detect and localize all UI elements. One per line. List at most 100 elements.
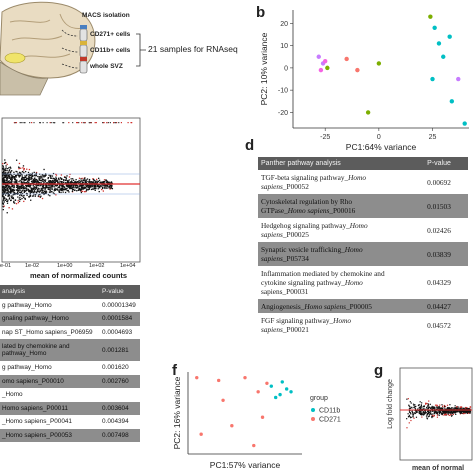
data-point (66, 185, 68, 187)
data-point (4, 159, 6, 161)
data-point (108, 185, 110, 188)
data-point (72, 182, 74, 184)
data-point (102, 122, 104, 124)
data-point (445, 408, 447, 410)
data-point (411, 413, 414, 415)
pvalue: 0.04329 (410, 266, 468, 299)
data-point (102, 190, 104, 192)
data-point (441, 413, 443, 416)
term-line: pathway_Homo (2, 350, 47, 357)
data-point (410, 419, 412, 422)
data-point (443, 410, 445, 412)
data-point (22, 187, 25, 190)
data-point (3, 187, 6, 189)
table-row: g pathway_Homo 0.001620 (0, 361, 140, 375)
data-point (439, 411, 442, 413)
data-point (41, 178, 44, 180)
data-point (109, 122, 111, 124)
data-point (54, 180, 56, 182)
data-point (68, 184, 70, 186)
data-point (443, 414, 445, 416)
data-point (106, 180, 108, 182)
data-point (13, 176, 16, 179)
data-point (433, 406, 435, 408)
data-point (75, 184, 77, 186)
data-point (69, 181, 71, 184)
data-point (451, 414, 453, 417)
data-point (13, 171, 15, 174)
data-point (417, 408, 419, 410)
data-point (66, 175, 68, 177)
data-point (195, 375, 199, 380)
term-text: sapiens (261, 325, 283, 334)
table-row: lated by chemokine and pathway_Homo 0.0012… (0, 339, 140, 361)
data-point (6, 169, 8, 172)
brain-schematic (0, 1, 146, 96)
table-row: Angiogenesis_Homo sapiens_P00005 0.04427 (258, 299, 468, 313)
data-point (446, 408, 449, 410)
data-point (4, 186, 7, 189)
data-point (8, 197, 11, 199)
pca-plot-f: PC1:57% variance PC2: 16% variance group CD… (172, 372, 341, 470)
data-point (406, 398, 408, 400)
data-point (39, 122, 41, 124)
data-point (96, 181, 99, 184)
data-point (113, 122, 115, 124)
data-point (438, 406, 441, 408)
data-point (131, 122, 133, 124)
data-point (8, 207, 10, 209)
data-point (20, 167, 22, 169)
data-point (96, 185, 98, 188)
data-point (3, 172, 5, 174)
data-point (273, 395, 278, 400)
pathway-term: FGF signaling pathway_Homo sapiens_P00021 (258, 313, 410, 337)
tube-icon (79, 41, 88, 58)
data-point (31, 122, 33, 124)
data-point (430, 413, 433, 415)
data-point (67, 189, 69, 192)
data-point (11, 188, 14, 191)
data-point (17, 201, 20, 204)
data-point (289, 390, 293, 394)
data-point (33, 190, 36, 192)
data-point (411, 411, 413, 413)
pathway-term: Inflammation mediated by chemokine and cy… (258, 266, 410, 299)
pvalue: 0.004394 (100, 415, 140, 429)
data-point (3, 197, 5, 200)
data-point (82, 187, 85, 189)
data-point (4, 182, 7, 184)
data-point (70, 185, 72, 188)
data-point (424, 412, 426, 414)
data-point (86, 184, 88, 187)
data-point (87, 185, 89, 187)
pvalue: 0.0001584 (100, 312, 140, 326)
data-point (19, 179, 21, 182)
data-point (43, 168, 45, 171)
term-text: sapiens (261, 254, 283, 263)
data-point (433, 415, 435, 417)
data-point (461, 410, 463, 412)
data-point (365, 110, 371, 115)
data-point (15, 203, 18, 205)
data-point (17, 189, 20, 191)
data-point (408, 422, 410, 424)
table-row: _Homo sapiens_P00041 0.004394 (0, 415, 140, 429)
data-point (38, 177, 40, 179)
pvalue: 0.0004693 (100, 325, 140, 339)
data-point (39, 193, 41, 195)
data-point (419, 401, 421, 403)
data-point (415, 411, 418, 413)
data-point (35, 171, 38, 174)
data-point (69, 187, 71, 190)
pvalue: 0.03839 (410, 242, 468, 266)
data-point (31, 195, 34, 197)
data-point (4, 191, 6, 194)
data-point (6, 179, 8, 181)
data-point (443, 404, 445, 407)
data-point (36, 180, 39, 182)
data-point (28, 196, 30, 198)
data-point (28, 168, 31, 171)
data-point (40, 176, 42, 178)
data-point (26, 168, 28, 170)
data-point (7, 185, 9, 187)
